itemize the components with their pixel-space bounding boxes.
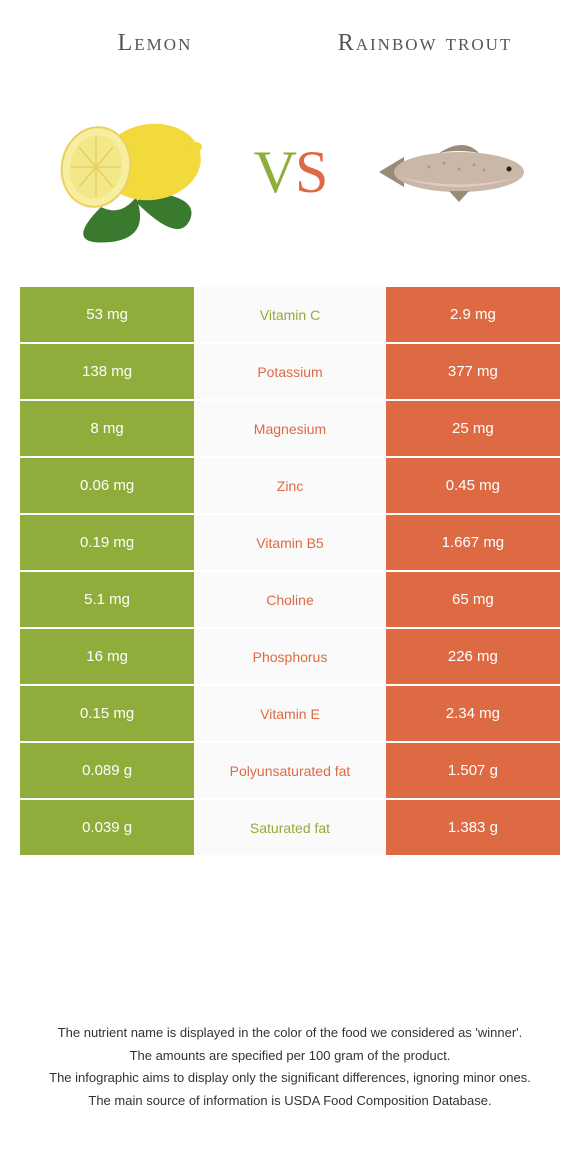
table-row: 0.06 mgZinc0.45 mg: [20, 458, 560, 513]
header-left: Lemon: [20, 30, 290, 57]
header-row: Lemon Rainbow trout: [0, 0, 580, 67]
nutrient-label: Choline: [194, 572, 386, 627]
nutrient-label: Saturated fat: [194, 800, 386, 855]
value-left: 16 mg: [20, 629, 194, 684]
footer-line: The infographic aims to display only the…: [40, 1068, 540, 1089]
value-left: 0.19 mg: [20, 515, 194, 570]
table-row: 0.19 mgVitamin B51.667 mg: [20, 515, 560, 570]
nutrient-label: Vitamin C: [194, 287, 386, 342]
hero-row: VS: [0, 67, 580, 287]
table-row: 138 mgPotassium377 mg: [20, 344, 560, 399]
table-row: 0.15 mgVitamin E2.34 mg: [20, 686, 560, 741]
value-right: 1.507 g: [386, 743, 560, 798]
nutrient-label: Magnesium: [194, 401, 386, 456]
nutrient-label: Vitamin E: [194, 686, 386, 741]
footer-line: The nutrient name is displayed in the co…: [40, 1023, 540, 1044]
value-right: 25 mg: [386, 401, 560, 456]
lemon-icon: [41, 97, 211, 247]
footer-notes: The nutrient name is displayed in the co…: [0, 1023, 580, 1114]
value-right: 1.667 mg: [386, 515, 560, 570]
value-left: 138 mg: [20, 344, 194, 399]
value-left: 0.06 mg: [20, 458, 194, 513]
value-right: 377 mg: [386, 344, 560, 399]
table-row: 5.1 mgCholine65 mg: [20, 572, 560, 627]
vs-s: S: [295, 139, 326, 205]
nutrient-label: Vitamin B5: [194, 515, 386, 570]
value-left: 0.089 g: [20, 743, 194, 798]
table-row: 53 mgVitamin C2.9 mg: [20, 287, 560, 342]
value-left: 0.15 mg: [20, 686, 194, 741]
value-left: 5.1 mg: [20, 572, 194, 627]
table-row: 16 mgPhosphorus226 mg: [20, 629, 560, 684]
value-left: 8 mg: [20, 401, 194, 456]
value-right: 2.9 mg: [386, 287, 560, 342]
value-left: 53 mg: [20, 287, 194, 342]
table-row: 0.089 gPolyunsaturated fat1.507 g: [20, 743, 560, 798]
nutrient-label: Zinc: [194, 458, 386, 513]
vs-label: VS: [254, 138, 327, 207]
comparison-table: 53 mgVitamin C2.9 mg138 mgPotassium377 m…: [20, 287, 560, 855]
table-row: 0.039 gSaturated fat1.383 g: [20, 800, 560, 855]
trout-icon: [369, 97, 539, 247]
footer-line: The main source of information is USDA F…: [40, 1091, 540, 1112]
value-right: 0.45 mg: [386, 458, 560, 513]
header-right: Rainbow trout: [290, 30, 560, 57]
value-left: 0.039 g: [20, 800, 194, 855]
footer-line: The amounts are specified per 100 gram o…: [40, 1046, 540, 1067]
nutrient-label: Polyunsaturated fat: [194, 743, 386, 798]
nutrient-label: Potassium: [194, 344, 386, 399]
value-right: 65 mg: [386, 572, 560, 627]
vs-v: V: [254, 139, 295, 205]
nutrient-label: Phosphorus: [194, 629, 386, 684]
value-right: 2.34 mg: [386, 686, 560, 741]
table-row: 8 mgMagnesium25 mg: [20, 401, 560, 456]
value-right: 1.383 g: [386, 800, 560, 855]
value-right: 226 mg: [386, 629, 560, 684]
